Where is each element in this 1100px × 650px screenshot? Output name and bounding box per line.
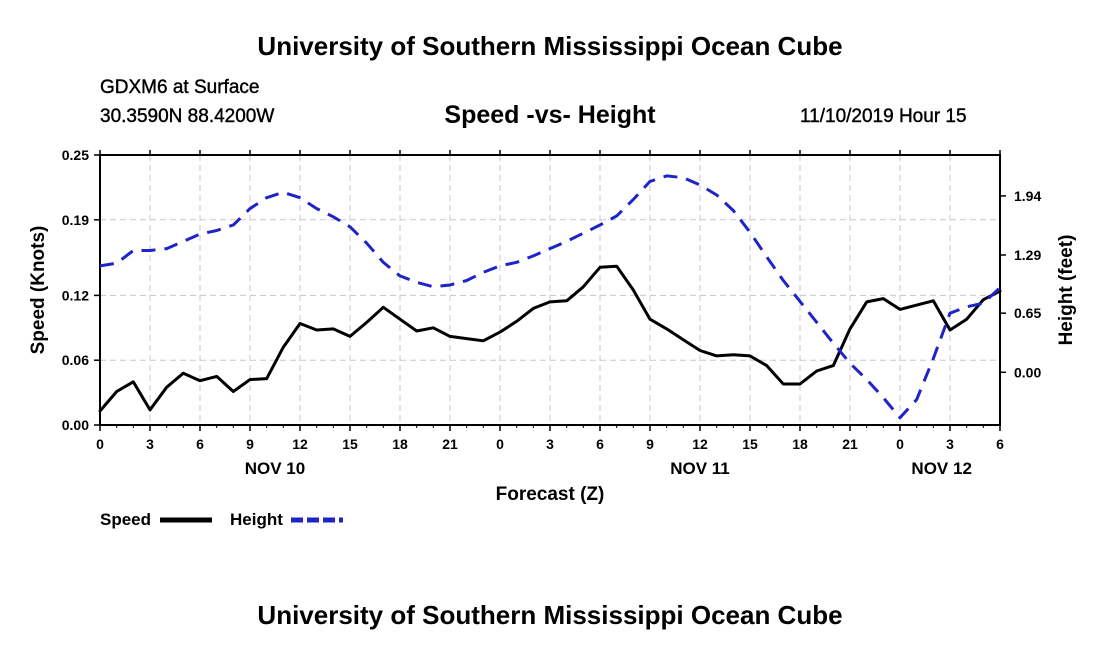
date-label: NOV 12 <box>911 459 971 478</box>
x-tick-label: 6 <box>996 436 1004 452</box>
datetime-label: 11/10/2019 Hour 15 <box>800 106 967 127</box>
x-tick-label: 6 <box>596 436 604 452</box>
legend-label-height: Height <box>230 510 283 529</box>
y-right-tick-label: 1.29 <box>1014 247 1041 263</box>
y-right-tick-label: 1.94 <box>1014 188 1041 204</box>
axis-ticks <box>94 150 1006 431</box>
y-right-tick-label: 0.00 <box>1014 364 1041 380</box>
y-right-axis-title: Height (feet) <box>1056 235 1077 346</box>
x-tick-label: 21 <box>842 436 858 452</box>
y-left-tick-label: 0.19 <box>62 212 89 228</box>
chart-subtitle: Speed -vs- Height <box>444 101 656 129</box>
x-axis-title: Forecast (Z) <box>496 484 605 505</box>
x-tick-label: 18 <box>392 436 408 452</box>
x-tick-label: 12 <box>292 436 308 452</box>
x-tick-label: 6 <box>196 436 204 452</box>
footer-title: University of Southern Mississippi Ocean… <box>257 600 843 630</box>
x-tick-label: 18 <box>792 436 808 452</box>
x-tick-label: 21 <box>442 436 458 452</box>
x-tick-label: 0 <box>496 436 504 452</box>
legend-label-speed: Speed <box>100 510 151 529</box>
y-left-tick-label: 0.12 <box>62 287 89 303</box>
x-tick-label: 9 <box>246 436 254 452</box>
y-left-tick-label: 0.00 <box>62 417 89 433</box>
y-left-axis-title: Speed (Knots) <box>28 226 49 355</box>
y-right-tick-label: 0.65 <box>1014 305 1041 321</box>
legend: Speed Height <box>100 510 343 529</box>
x-tick-label: 3 <box>946 436 954 452</box>
x-tick-label: 9 <box>646 436 654 452</box>
page-title: University of Southern Mississippi Ocean… <box>257 31 843 61</box>
x-tick-label: 0 <box>96 436 104 452</box>
x-tick-label: 0 <box>896 436 904 452</box>
axis-labels: 0 3 6 9 12 15 18 21 0 3 6 9 12 15 18 21 0 3 6 0.00 0.06 0.12 0… <box>28 147 1077 505</box>
x-tick-label: 12 <box>692 436 708 452</box>
series-line-height <box>99 174 1002 420</box>
date-label: NOV 11 <box>670 459 730 478</box>
x-tick-label: 15 <box>342 436 358 452</box>
station-label: GDXM6 at Surface <box>100 77 260 98</box>
y-left-tick-label: 0.06 <box>62 352 89 368</box>
grid <box>100 155 1000 425</box>
x-tick-label: 3 <box>146 436 154 452</box>
coordinates-label: 30.3590N 88.4200W <box>100 106 275 127</box>
series-line-speed <box>98 264 1002 413</box>
x-tick-label: 15 <box>742 436 758 452</box>
date-label: NOV 10 <box>245 459 305 478</box>
y-left-tick-label: 0.25 <box>62 147 89 163</box>
series <box>98 174 1002 420</box>
x-tick-label: 3 <box>546 436 554 452</box>
